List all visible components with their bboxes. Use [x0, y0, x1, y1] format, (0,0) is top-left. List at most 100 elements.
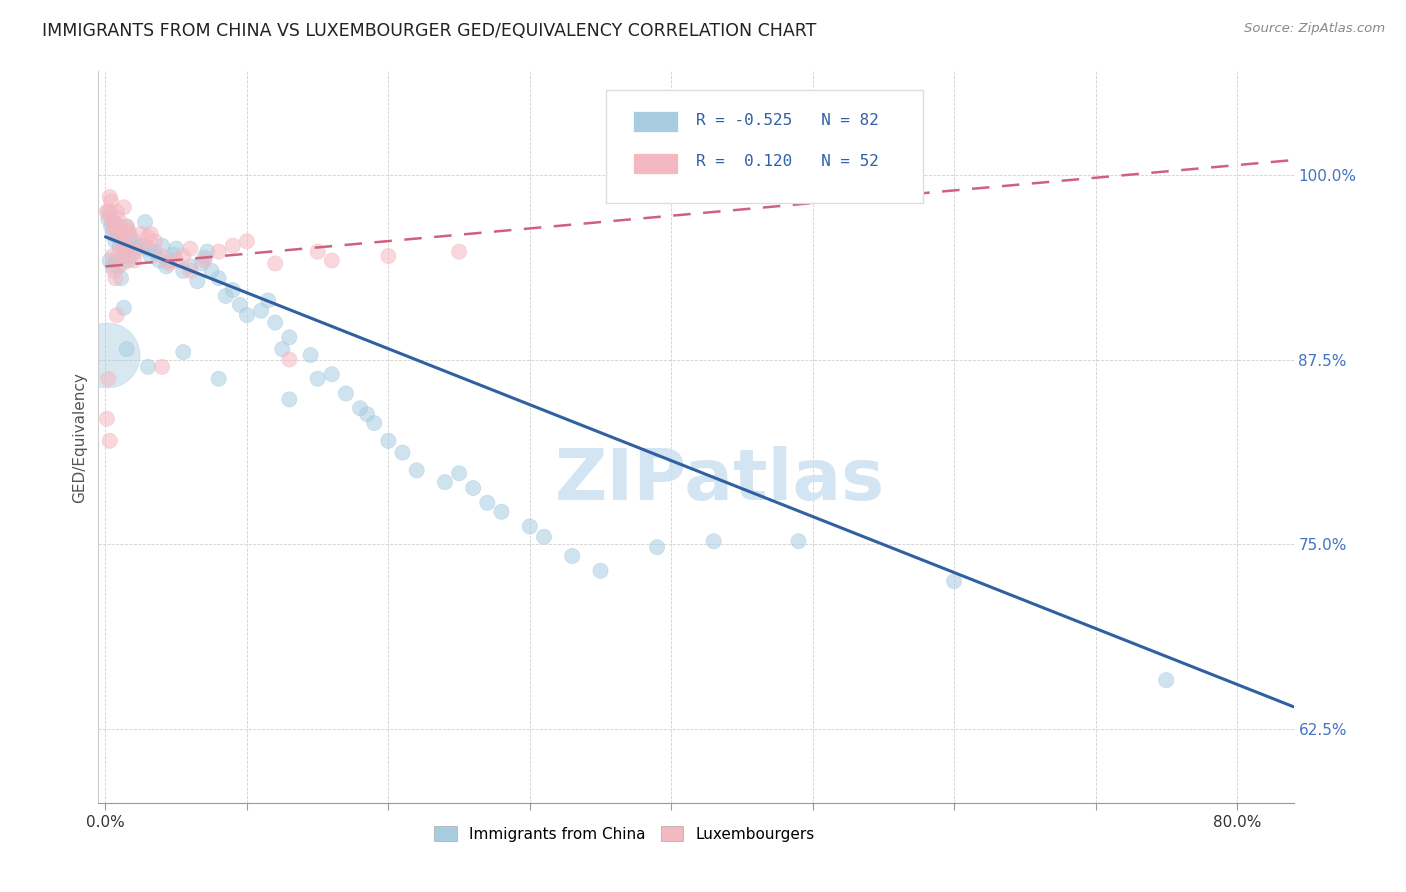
Point	[104, 227, 127, 241]
Point	[150, 238, 173, 252]
Text: IMMIGRANTS FROM CHINA VS LUXEMBOURGER GED/EQUIVALENCY CORRELATION CHART: IMMIGRANTS FROM CHINA VS LUXEMBOURGER GE…	[42, 22, 817, 40]
Point	[136, 242, 159, 256]
Point	[120, 242, 142, 256]
Point	[148, 253, 170, 268]
Point	[172, 264, 194, 278]
Point	[186, 274, 208, 288]
Point	[107, 212, 129, 227]
Point	[787, 534, 810, 549]
Point	[139, 227, 162, 241]
Point	[96, 348, 118, 362]
Point	[98, 253, 121, 268]
Point	[179, 264, 201, 278]
Text: R = -0.525   N = 82: R = -0.525 N = 82	[696, 113, 879, 128]
Point	[100, 212, 122, 227]
Point	[236, 308, 259, 322]
Point	[111, 233, 134, 247]
Point	[208, 372, 231, 386]
Point	[222, 283, 245, 297]
Point	[943, 574, 966, 589]
Point	[122, 253, 145, 268]
Point	[561, 549, 583, 563]
Point	[307, 244, 329, 259]
Point	[433, 475, 456, 490]
Point	[114, 238, 136, 252]
Point	[349, 401, 371, 416]
Point	[101, 215, 124, 229]
Point	[299, 348, 322, 362]
Point	[645, 540, 668, 554]
Point	[136, 230, 159, 244]
Point	[278, 392, 301, 407]
Point	[98, 204, 121, 219]
Point	[236, 235, 259, 249]
Point	[172, 345, 194, 359]
Point	[405, 463, 427, 477]
Point	[136, 359, 159, 374]
Point	[250, 303, 273, 318]
Point	[101, 249, 124, 263]
Point	[96, 204, 118, 219]
Point	[104, 271, 127, 285]
Point	[107, 230, 129, 244]
Point	[143, 235, 166, 249]
Point	[117, 224, 139, 238]
Point	[208, 244, 231, 259]
Point	[449, 467, 471, 481]
FancyBboxPatch shape	[633, 112, 678, 132]
Point	[118, 227, 141, 241]
Point	[100, 219, 122, 234]
Point	[120, 249, 142, 263]
Point	[108, 238, 131, 252]
Point	[321, 253, 343, 268]
Point	[533, 530, 555, 544]
Point	[193, 253, 215, 268]
Point	[377, 434, 399, 448]
Point	[155, 260, 177, 274]
Point	[200, 264, 222, 278]
Point	[108, 219, 131, 234]
Point	[377, 249, 399, 263]
Text: ZIPatlas: ZIPatlas	[555, 447, 884, 516]
Point	[229, 298, 252, 312]
Point	[391, 445, 413, 459]
Point	[162, 247, 184, 261]
Point	[110, 271, 132, 285]
Point	[97, 372, 120, 386]
Point	[129, 238, 152, 252]
Point	[122, 235, 145, 249]
Point	[112, 301, 135, 315]
Point	[115, 219, 138, 234]
Point	[117, 253, 139, 268]
Point	[143, 244, 166, 259]
Point	[110, 227, 132, 241]
Point	[165, 253, 187, 268]
Point	[307, 372, 329, 386]
Point	[129, 227, 152, 241]
Point	[257, 293, 280, 308]
Point	[150, 249, 173, 263]
Point	[98, 190, 121, 204]
Point	[157, 253, 180, 268]
Point	[105, 308, 128, 322]
Point	[165, 242, 187, 256]
Point	[356, 407, 378, 421]
Point	[97, 204, 120, 219]
Point	[104, 235, 127, 249]
Point	[477, 496, 499, 510]
Point	[278, 352, 301, 367]
Point	[101, 227, 124, 241]
Point	[110, 230, 132, 244]
Point	[97, 212, 120, 227]
Point	[103, 215, 125, 229]
Point	[589, 564, 612, 578]
Point	[172, 249, 194, 263]
Point	[105, 204, 128, 219]
Legend: Immigrants from China, Luxembourgers: Immigrants from China, Luxembourgers	[427, 820, 821, 847]
Text: R =  0.120   N = 52: R = 0.120 N = 52	[696, 154, 879, 169]
Point	[112, 244, 135, 259]
Point	[134, 215, 156, 229]
Point	[519, 519, 541, 533]
Point	[264, 316, 287, 330]
Point	[208, 271, 231, 285]
